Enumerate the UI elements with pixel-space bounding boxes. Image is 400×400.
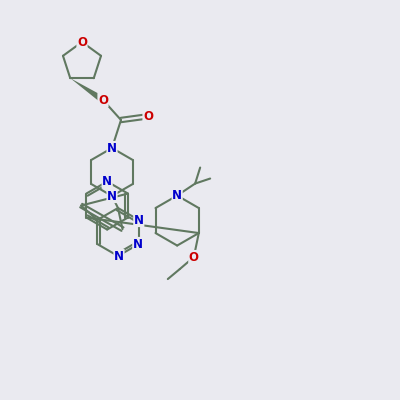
Text: N: N <box>134 214 144 226</box>
Text: N: N <box>133 238 143 250</box>
Text: O: O <box>77 36 87 48</box>
Text: O: O <box>189 250 199 264</box>
Text: O: O <box>143 110 153 124</box>
Text: N: N <box>114 250 124 262</box>
Text: N: N <box>107 190 117 202</box>
Polygon shape <box>70 78 105 103</box>
Text: O: O <box>98 94 108 106</box>
Text: N: N <box>107 142 117 154</box>
Text: N: N <box>172 189 182 202</box>
Text: N: N <box>102 175 112 188</box>
